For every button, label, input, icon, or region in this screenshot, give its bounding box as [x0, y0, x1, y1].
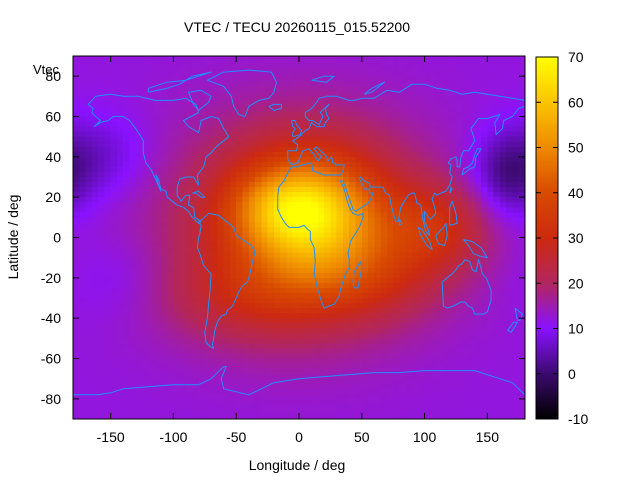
- y-axis: 80 60 40 20 0 -20 -40 -60 -80: [41, 68, 525, 407]
- y-tick-label: -20: [41, 270, 61, 286]
- coastline-greenland: [207, 69, 277, 117]
- coastline-arctic-islands: [147, 71, 212, 93]
- colorbar: 70 60 50 40 30 20 10 0 -10: [535, 49, 588, 427]
- coastline-baffin: [188, 89, 212, 111]
- y-tick-label: -80: [41, 391, 61, 407]
- x-tick-label: 50: [354, 429, 370, 445]
- coastline-australia: [441, 259, 492, 315]
- coastline-iceland: [268, 103, 282, 111]
- heatmap-image: [73, 56, 525, 419]
- x-tick-label: -50: [226, 429, 246, 445]
- coastline-new-guinea: [463, 239, 488, 259]
- coastline-new-zealand-south: [507, 321, 518, 333]
- coastline-sri-lanka: [398, 218, 403, 226]
- legend-label: Vtec: [33, 62, 60, 77]
- colorbar-tick-label: 60: [568, 94, 584, 110]
- chart-title: VTEC / TECU 20260115_015.52200: [184, 19, 410, 35]
- y-tick-label: -40: [41, 310, 61, 326]
- colorbar-tick-label: 20: [568, 275, 584, 291]
- coastline-uk: [291, 120, 302, 138]
- coastline-philippines: [449, 200, 458, 226]
- y-tick-label: 40: [45, 149, 61, 165]
- coastline-antarctica: [72, 366, 526, 409]
- coastline-east-asia: [277, 105, 526, 309]
- heatmap: [72, 56, 526, 419]
- colorbar-tick-label: 0: [568, 366, 576, 382]
- x-axis-label: Longitude / deg: [249, 457, 346, 473]
- colorbar-tick-label: 40: [568, 185, 584, 201]
- y-tick-label: 80: [45, 68, 61, 84]
- plot-border: [72, 55, 526, 420]
- colorbar-tick-label: 10: [568, 321, 584, 337]
- x-tick-label: 0: [295, 429, 303, 445]
- coastline-africa-eurasia: [277, 83, 526, 196]
- coastline-south-america: [196, 212, 256, 349]
- coastline-sumatra: [417, 226, 433, 251]
- y-axis-label: Latitude / deg: [5, 195, 21, 280]
- coastline-madagascar: [352, 261, 363, 289]
- coastline-new-zealand: [514, 307, 523, 321]
- colorbar-tick-label: -10: [568, 411, 588, 427]
- y-tick-label: 20: [45, 189, 61, 205]
- colorbar-tick-label: 30: [568, 230, 584, 246]
- y-tick-label: 0: [53, 230, 61, 246]
- y-tick-label: 60: [45, 109, 61, 125]
- coastline-north-america: [87, 93, 230, 224]
- coastline-svalbard: [311, 75, 335, 83]
- coastline-overlay: [72, 69, 526, 409]
- coastline-taiwan: [449, 186, 453, 194]
- coastline-borneo: [435, 222, 448, 247]
- colorbar-ticks: 70 60 50 40 30 20 10 0 -10: [536, 49, 588, 427]
- x-tick-label: -100: [159, 429, 187, 445]
- colorbar-tick-label: 70: [568, 49, 584, 65]
- coastline-cuba: [192, 190, 206, 198]
- x-tick-label: 150: [476, 429, 500, 445]
- x-tick-label: 100: [413, 429, 437, 445]
- x-tick-label: -150: [97, 429, 125, 445]
- coastline-novaya-zemlya: [363, 81, 385, 95]
- colorbar-tick-label: 50: [568, 140, 584, 156]
- x-axis: -150 -100 -50 0 50 100 150: [97, 56, 500, 445]
- coastline-japan: [461, 148, 482, 176]
- y-tick-label: -60: [41, 351, 61, 367]
